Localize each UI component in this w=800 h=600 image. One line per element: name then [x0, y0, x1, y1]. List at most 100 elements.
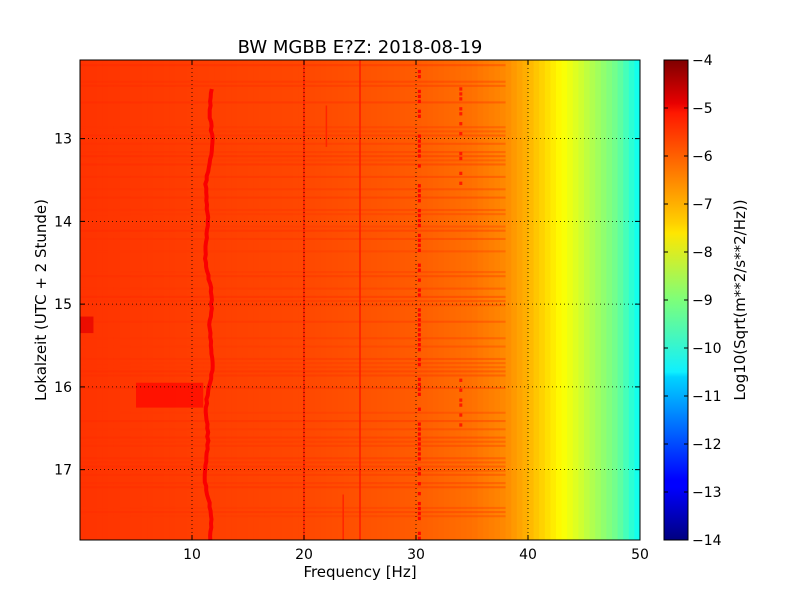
heatmap-cell-column — [220, 60, 226, 540]
spectral-line-segment — [417, 213, 421, 218]
heatmap-cell-column — [158, 60, 165, 540]
spectral-line-segment — [459, 112, 463, 116]
heatmap-cell-column — [460, 60, 467, 540]
spectral-line-segment — [459, 132, 463, 136]
heatmap-cell-column — [276, 60, 282, 540]
heatmap-time-stripe — [80, 142, 506, 145]
spectral-line-segment — [417, 139, 421, 143]
heatmap-cell-column — [197, 60, 204, 540]
heatmap-cell-column — [259, 60, 266, 540]
spectral-line-segment — [417, 333, 421, 337]
spectral-line-segment — [417, 109, 421, 113]
heatmap-cell-column — [85, 60, 92, 540]
colorbar-tick-label: −13 — [692, 485, 722, 501]
y-tick-label: 16 — [54, 380, 72, 396]
spectral-line-segment — [417, 531, 421, 536]
heatmap-time-stripe — [80, 511, 506, 514]
heatmap-event-patch — [80, 316, 94, 334]
heatmap-cell-column — [320, 60, 327, 540]
spectral-line-segment — [417, 134, 421, 138]
heatmap-cell-column — [141, 60, 148, 540]
spectral-line-segment — [459, 97, 463, 101]
spectral-line-segment — [417, 482, 421, 486]
spectral-line-segment — [417, 199, 421, 203]
heatmap-cell-column — [539, 60, 546, 540]
spectral-line-segment — [417, 233, 421, 238]
heatmap-cell-column — [108, 60, 114, 540]
spectral-line-segment — [417, 392, 421, 396]
heatmap-time-stripe — [80, 188, 506, 191]
spectral-line-segment — [417, 442, 421, 446]
heatmap-cell-column — [511, 60, 518, 540]
heatmap-cell-column — [634, 60, 640, 540]
heatmap-time-stripe — [80, 461, 506, 464]
grid-lines — [80, 60, 640, 540]
heatmap-cell-column — [371, 60, 378, 540]
spectral-line-segment — [459, 413, 463, 417]
heatmap-event-patch — [136, 382, 204, 408]
heatmap-cell-column — [365, 60, 372, 540]
heatmap-time-stripe — [80, 271, 506, 274]
spectral-line-segment — [417, 218, 421, 223]
y-tick-label: 15 — [54, 297, 72, 313]
plot-frame — [79, 59, 641, 541]
spectral-line-segment — [417, 238, 421, 243]
heatmap-time-stripe — [80, 386, 506, 389]
heatmap-time-stripe — [80, 457, 506, 460]
heatmap-cell-column — [354, 60, 361, 540]
spectral-line-segment — [417, 149, 421, 153]
heatmap-cell-column — [360, 60, 366, 540]
heatmap-cell-column — [214, 60, 221, 540]
x-tick-label: 50 — [631, 547, 649, 563]
heatmap-cell-column — [628, 60, 635, 540]
heatmap-cell-column — [348, 60, 355, 540]
x-tick-label: 10 — [183, 547, 201, 563]
heatmap-cell-column — [522, 60, 529, 540]
spectral-line-segment — [417, 328, 421, 332]
heatmap-cell-column — [477, 60, 484, 540]
heatmap-cell-column — [416, 60, 422, 540]
heatmap-time-stripe — [80, 515, 506, 518]
heatmap-cell-column — [399, 60, 406, 540]
heatmap-cell-column — [231, 60, 238, 540]
spectral-line-segment — [417, 223, 421, 228]
heatmap-cell-column — [136, 60, 142, 540]
heatmap-cell-column — [427, 60, 434, 540]
x-tick-label: 20 — [295, 547, 313, 563]
colorbar-tick-label: −7 — [692, 197, 713, 213]
heatmap-cell-column — [80, 60, 86, 540]
heatmap-cell-column — [449, 60, 456, 540]
colorbar-tick-label: −10 — [692, 341, 722, 357]
spectral-line-segment — [417, 377, 421, 382]
spectral-line-segment — [417, 268, 421, 272]
heatmap-cell-column — [119, 60, 126, 540]
spectral-line-segment — [417, 288, 421, 292]
spectral-line-segment — [417, 243, 421, 248]
spectral-line-segment — [417, 154, 421, 158]
heatmap-cell-column — [270, 60, 277, 540]
heatmap-cell-column — [91, 60, 98, 540]
heatmap-time-stripe — [80, 126, 506, 129]
spectral-line-segment — [417, 308, 421, 312]
heatmap-cell-column — [595, 60, 602, 540]
heatmap-time-stripe — [80, 300, 506, 303]
spectral-line-segment — [417, 194, 421, 198]
spectrogram-background — [80, 60, 640, 540]
heatmap-cell-column — [175, 60, 182, 540]
colorbar-tick-label: −4 — [692, 53, 713, 69]
heatmap-cell-column — [225, 60, 232, 540]
spectral-line-segment — [417, 99, 421, 104]
spectral-line-segment — [417, 357, 421, 362]
spectral-line-segment — [417, 447, 421, 451]
heatmap-time-stripe — [80, 295, 506, 298]
spectral-line-segment — [417, 318, 421, 322]
heatmap-time-stripe — [80, 225, 506, 228]
spectral-line-segment — [417, 348, 421, 352]
spectral-line-segment — [417, 501, 421, 506]
heatmap-time-stripe — [80, 428, 506, 431]
heatmap-time-stripe — [80, 163, 506, 166]
spectral-line-segment — [417, 313, 421, 317]
heatmap-time-stripe — [80, 237, 506, 240]
heatmap-cell-column — [309, 60, 316, 540]
heatmap-time-stripe — [80, 175, 506, 178]
